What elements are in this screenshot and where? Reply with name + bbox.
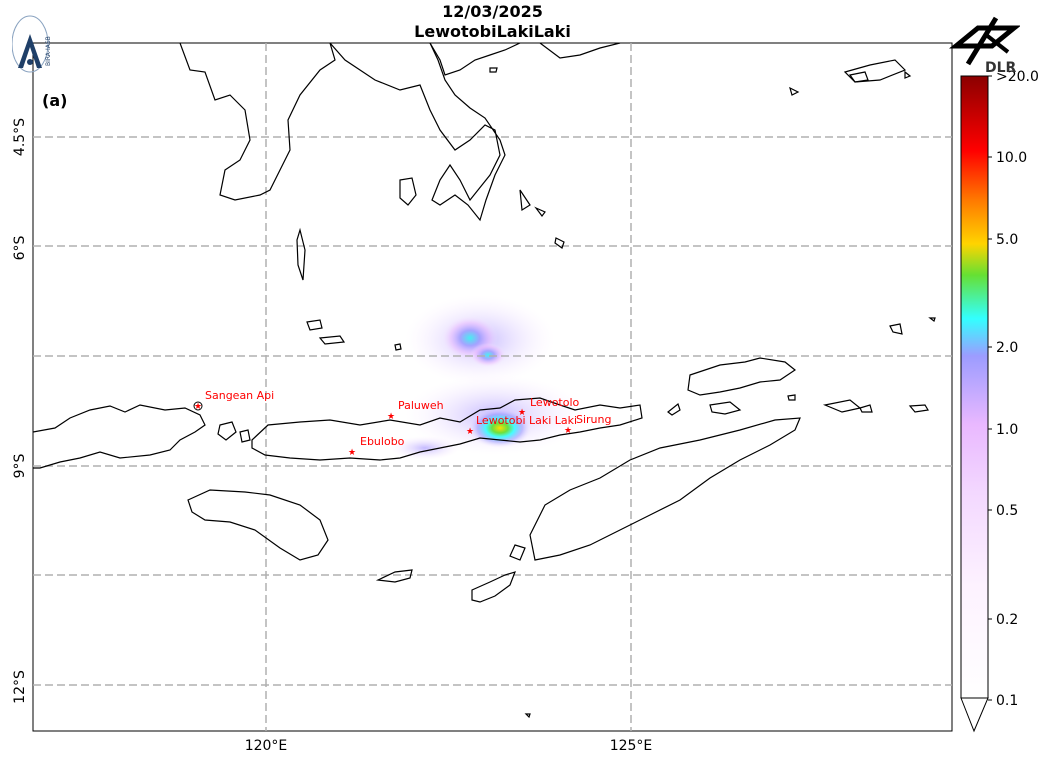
coast-sawu (375, 569, 413, 583)
svg-text:★: ★ (564, 426, 572, 436)
coast-timor (529, 417, 801, 561)
lon-tick-label: 120°E (245, 738, 288, 754)
coast-semau (509, 544, 526, 561)
volcano-label: Paluweh (398, 399, 444, 412)
volcano-label: Lewotobi Laki Laki (476, 414, 577, 427)
colorbar-tick-label: 0.2 (996, 612, 1018, 628)
coast-alor-islet (667, 402, 681, 416)
so2-plume-west (390, 436, 460, 460)
coast-sumbawa (33, 404, 206, 469)
volcano-paluweh[interactable]: ★ Paluweh (387, 399, 444, 422)
colorbar-tick-label: 5.0 (996, 232, 1018, 248)
colorbar-ticks (988, 75, 992, 701)
bira-iasb-logo: BIRA-IASB (12, 15, 52, 73)
coast-alor (709, 401, 742, 415)
volcano-label: Lewotolo (530, 396, 580, 409)
coast-islet-15 (524, 713, 531, 719)
coast-sumbawa-islet (217, 421, 237, 441)
graticule (33, 43, 952, 731)
colorbar-tick-label: >20.0 (996, 69, 1039, 85)
volcano-sirung[interactable]: ★ Sirung (564, 413, 612, 436)
coast-selayar (296, 227, 306, 281)
figure-title: LewotobiLakiLaki (414, 22, 571, 41)
coast-islet-7 (318, 335, 346, 345)
volcano-label: Sirung (576, 413, 612, 426)
coast-sulawesi-se (329, 43, 506, 222)
colorbar-extend-arrow (960, 697, 989, 733)
dlr-logo-text: DLR (985, 60, 1017, 76)
coast-rote (471, 571, 516, 603)
colorbar-tick-label: 2.0 (996, 340, 1018, 356)
coast-muna (399, 177, 417, 206)
coast-buton-islet (519, 189, 531, 212)
lat-tick-label: 4.5°S (12, 118, 28, 156)
volcano-markers: ★ Sangean Api ★ Paluweh ★ Ebulobo ★ Lewo… (193, 389, 612, 458)
svg-text:★: ★ (194, 402, 202, 412)
coast-islet-9 (889, 323, 903, 335)
svg-text:★: ★ (387, 412, 395, 422)
coast-islet-1 (534, 206, 546, 217)
coast-north-c (848, 71, 869, 83)
coast-north-a (539, 43, 621, 59)
panel-label: (a) (42, 91, 67, 110)
lat-tick-label: 12°S (12, 670, 28, 704)
svg-text:BIRA-IASB: BIRA-IASB (45, 36, 52, 66)
svg-text:★: ★ (348, 448, 356, 458)
coast-islet-4 (904, 70, 912, 79)
volcano-sangean-api[interactable]: ★ Sangean Api (193, 389, 274, 412)
coast-islet-8 (394, 343, 402, 351)
coast-islet-13 (908, 404, 929, 413)
coast-islet-5 (489, 67, 498, 73)
coast-sulawesi-gulf (429, 43, 521, 76)
svg-text:★: ★ (518, 408, 526, 418)
colorbar: 0.1 0.2 0.5 1.0 2.0 5.0 10.0 >20.0 (960, 69, 1039, 733)
volcano-label: Ebulobo (360, 435, 405, 448)
coast-komodo (239, 429, 251, 443)
figure-date: 12/03/2025 (442, 2, 543, 21)
volcano-label: Sangean Api (205, 389, 274, 402)
colorbar-tick-label: 0.1 (996, 693, 1018, 709)
coast-islet-10 (928, 317, 936, 322)
coast-wetar (687, 357, 797, 396)
lat-tick-label: 6°S (12, 235, 28, 260)
coastlines (33, 43, 936, 719)
colorbar-tick-label: 0.5 (996, 503, 1018, 519)
map-content: ★ Sangean Api ★ Paluweh ★ Ebulobo ★ Lewo… (33, 43, 952, 731)
coast-flores (251, 397, 643, 461)
coast-islet-14 (787, 394, 796, 401)
svg-text:★: ★ (466, 427, 474, 437)
coast-islet-12 (859, 404, 873, 413)
coast-islet-3 (789, 86, 800, 96)
coast-sulawesi-sw (179, 43, 336, 201)
lon-tick-label: 125°E (610, 738, 653, 754)
coast-islet-2 (554, 237, 565, 249)
so2-plume-north-tail (470, 343, 506, 367)
volcano-ebulobo[interactable]: ★ Ebulobo (348, 435, 405, 458)
colorbar-tick-label: 1.0 (996, 422, 1018, 438)
colorbar-tick-label: 10.0 (996, 150, 1027, 166)
coast-sumba (187, 489, 329, 561)
volcano-lewotobi-laki-laki[interactable]: ★ Lewotobi Laki Laki (466, 414, 577, 437)
colorbar-scale (960, 75, 989, 699)
coast-islet-6 (306, 319, 323, 331)
volcano-lewotolo[interactable]: ★ Lewotolo (518, 396, 580, 418)
lat-tick-label: 9°S (12, 453, 28, 478)
dlr-logo (948, 16, 1020, 66)
